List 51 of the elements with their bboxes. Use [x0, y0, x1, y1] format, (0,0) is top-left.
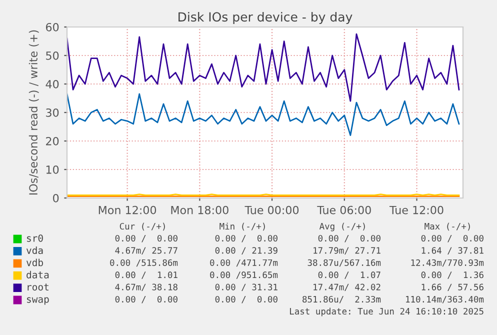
- text: 0.00 / 0.00: [215, 296, 278, 304]
- text: 17.47m/ 42.02: [314, 284, 380, 292]
- text: 0.00 / 1.01: [115, 272, 178, 279]
- text: 0.00 / 0.00: [115, 296, 178, 304]
- y-tick-label: 0: [53, 194, 59, 202]
- text: 110.14m/363.40m: [406, 296, 484, 304]
- text: 0.00 / 0.00: [215, 234, 278, 242]
- y-tick-label: 60: [46, 22, 59, 32]
- text: 0.00 / 21.39: [215, 247, 278, 254]
- text: 4.67m/ 38.18: [115, 284, 178, 292]
- y-tick-label: 10: [46, 165, 59, 174]
- text: 0.00 / 1.36: [421, 272, 484, 279]
- y-tick-label: 40: [46, 80, 59, 88]
- text: 17.79m/ 27.71: [314, 247, 380, 254]
- y-tick-label: 50: [46, 51, 59, 60]
- text: 0.00 /471.77m: [210, 259, 278, 267]
- text: 0.00 /515.86m: [110, 259, 178, 267]
- line-series: [67, 93, 460, 136]
- text: 1.66 / 57.56: [422, 284, 484, 292]
- y-tick-label: 20: [46, 136, 59, 146]
- text: Avg (-/+): [319, 222, 365, 232]
- legend-label: sr0: [27, 234, 43, 242]
- text: 851.86u/ 2.33m: [302, 296, 381, 304]
- text: 38.87u/567.16m: [308, 259, 381, 267]
- text: 0.00 / 0.00: [318, 234, 380, 242]
- x-tick-label: Tue 12:00: [389, 206, 444, 214]
- text: 0.00 / 0.00: [115, 234, 178, 242]
- y-axis-title: IOs/second read (-) / write (+): [28, 30, 39, 195]
- text: 0.00 /951.65m: [210, 272, 278, 279]
- chart-title: Disk IOs per device - by day: [178, 12, 352, 24]
- text: 0.00 / 31.31: [215, 284, 278, 292]
- x-tick-label: Tue 06:00: [317, 206, 371, 214]
- legend-label: root: [28, 284, 48, 291]
- text: 0.00 / 0.00: [421, 234, 484, 242]
- text: Max (-/+): [424, 222, 470, 231]
- x-tick-label: Tue 00:00: [244, 206, 299, 214]
- text: 1.64 / 37.81: [422, 247, 484, 254]
- x-tick-label: Mon 18:00: [171, 206, 228, 214]
- legend-label: vda: [26, 246, 43, 254]
- legend-label: data: [26, 270, 49, 278]
- text: Last update: Tue Jun 24 16:10:10 2025: [290, 308, 484, 316]
- line-series: [67, 33, 460, 102]
- text: 12.43m/770.93m: [411, 259, 484, 267]
- text: Min (-/+): [220, 222, 265, 231]
- legend-label: vdb: [26, 258, 43, 266]
- x-tick-label: Mon 12:00: [98, 206, 156, 214]
- legend-label: swap: [27, 297, 49, 305]
- text: 4.67m/ 25.77: [115, 247, 178, 254]
- y-tick-label: 30: [46, 108, 59, 117]
- text: Cur (-/+): [120, 222, 165, 231]
- text: 0.00 / 1.07: [318, 272, 380, 279]
